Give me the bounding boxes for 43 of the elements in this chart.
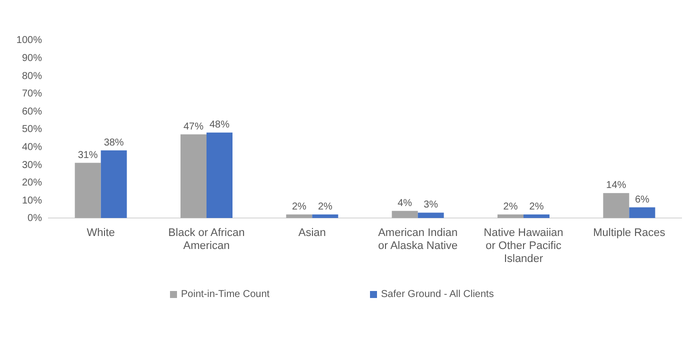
y-tick-label: 0% (28, 213, 42, 224)
bar (392, 210, 418, 218)
legend-label: Safer Ground - All Clients (381, 289, 494, 300)
bar (603, 193, 630, 218)
bar (418, 212, 444, 218)
bar (286, 214, 312, 218)
data-label: 2% (318, 201, 332, 212)
bar (180, 134, 206, 218)
x-tick-label: Native Hawaiian or Other Pacific Islander (484, 226, 564, 266)
x-tick-label: Asian (298, 226, 326, 239)
bar (100, 150, 127, 218)
data-label: 31% (78, 150, 98, 161)
data-label: 14% (606, 180, 626, 192)
bar (74, 162, 101, 218)
data-label: 47% (183, 121, 204, 132)
x-tick-label: American Indian or Alaska Native (378, 226, 458, 252)
y-tick-label: 40% (22, 142, 42, 153)
y-tick-label: 10% (22, 195, 42, 206)
x-tick-label: Black or African American (168, 226, 245, 252)
y-tick-label: 90% (22, 53, 42, 64)
y-tick-label: 20% (22, 178, 42, 189)
data-label: 48% (209, 120, 230, 131)
data-label: 2% (529, 201, 544, 212)
bar (629, 207, 656, 218)
bar (312, 214, 338, 218)
x-tick-label: Multiple Races (593, 226, 666, 239)
y-tick-label: 100% (16, 35, 42, 46)
x-tick-label: White (86, 226, 115, 239)
data-label: 6% (634, 194, 650, 206)
y-tick-label: 70% (22, 88, 42, 100)
y-tick-label: 50% (22, 124, 42, 136)
bar (206, 132, 232, 218)
legend-label: Point-in-Time Count (181, 289, 270, 300)
data-label: 4% (398, 198, 412, 209)
data-label: 2% (292, 201, 306, 212)
y-tick-label: 30% (22, 160, 42, 171)
data-label: 3% (424, 200, 438, 211)
y-tick-label: 60% (22, 106, 42, 118)
data-label: 38% (104, 137, 124, 148)
bar (498, 214, 524, 218)
y-tick-label: 80% (22, 70, 42, 82)
data-label: 2% (503, 201, 518, 212)
bar (524, 214, 550, 218)
